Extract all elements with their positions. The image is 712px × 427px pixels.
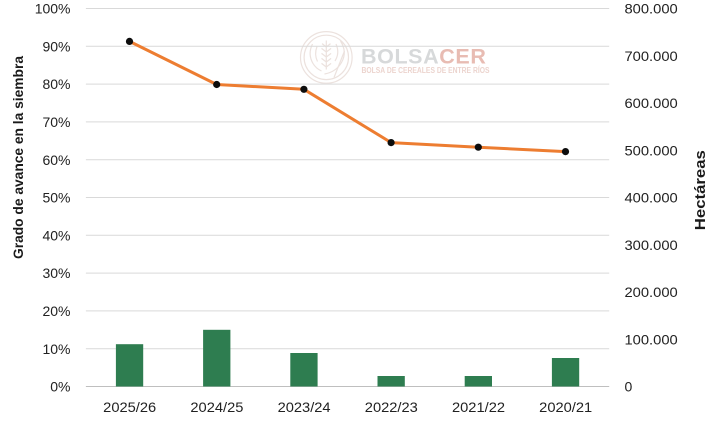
svg-text:2023/24: 2023/24 bbox=[278, 399, 331, 415]
svg-text:60%: 60% bbox=[42, 152, 70, 168]
svg-text:50%: 50% bbox=[42, 190, 70, 206]
svg-text:300.000: 300.000 bbox=[625, 237, 678, 253]
svg-text:2022/23: 2022/23 bbox=[365, 399, 418, 415]
svg-text:80%: 80% bbox=[42, 76, 70, 92]
svg-text:Grado de avance en la siembra: Grado de avance en la siembra bbox=[10, 56, 26, 259]
svg-text:30%: 30% bbox=[42, 265, 70, 281]
svg-text:20%: 20% bbox=[42, 303, 70, 319]
svg-text:800.000: 800.000 bbox=[625, 1, 678, 17]
svg-text:2025/26: 2025/26 bbox=[103, 399, 156, 415]
svg-text:700.000: 700.000 bbox=[625, 48, 678, 64]
svg-text:BOLSACER: BOLSACER bbox=[361, 44, 486, 68]
svg-text:500.000: 500.000 bbox=[625, 142, 678, 158]
svg-text:200.000: 200.000 bbox=[625, 284, 678, 300]
svg-text:0%: 0% bbox=[50, 379, 70, 395]
svg-text:0: 0 bbox=[625, 379, 633, 395]
svg-text:100.000: 100.000 bbox=[625, 331, 678, 347]
svg-text:BOLSA DE CEREALES DE ENTRE RÍO: BOLSA DE CEREALES DE ENTRE RÍOS bbox=[362, 65, 490, 75]
svg-text:100%: 100% bbox=[35, 1, 71, 17]
svg-text:70%: 70% bbox=[42, 114, 70, 130]
svg-text:600.000: 600.000 bbox=[625, 95, 678, 111]
svg-text:10%: 10% bbox=[42, 341, 70, 357]
svg-text:400.000: 400.000 bbox=[625, 190, 678, 206]
svg-text:40%: 40% bbox=[42, 227, 70, 243]
svg-text:90%: 90% bbox=[42, 38, 70, 54]
svg-text:Hectáreas: Hectáreas bbox=[693, 150, 709, 230]
svg-text:2024/25: 2024/25 bbox=[190, 399, 243, 415]
svg-text:2020/21: 2020/21 bbox=[539, 399, 592, 415]
svg-text:2021/22: 2021/22 bbox=[452, 399, 505, 415]
